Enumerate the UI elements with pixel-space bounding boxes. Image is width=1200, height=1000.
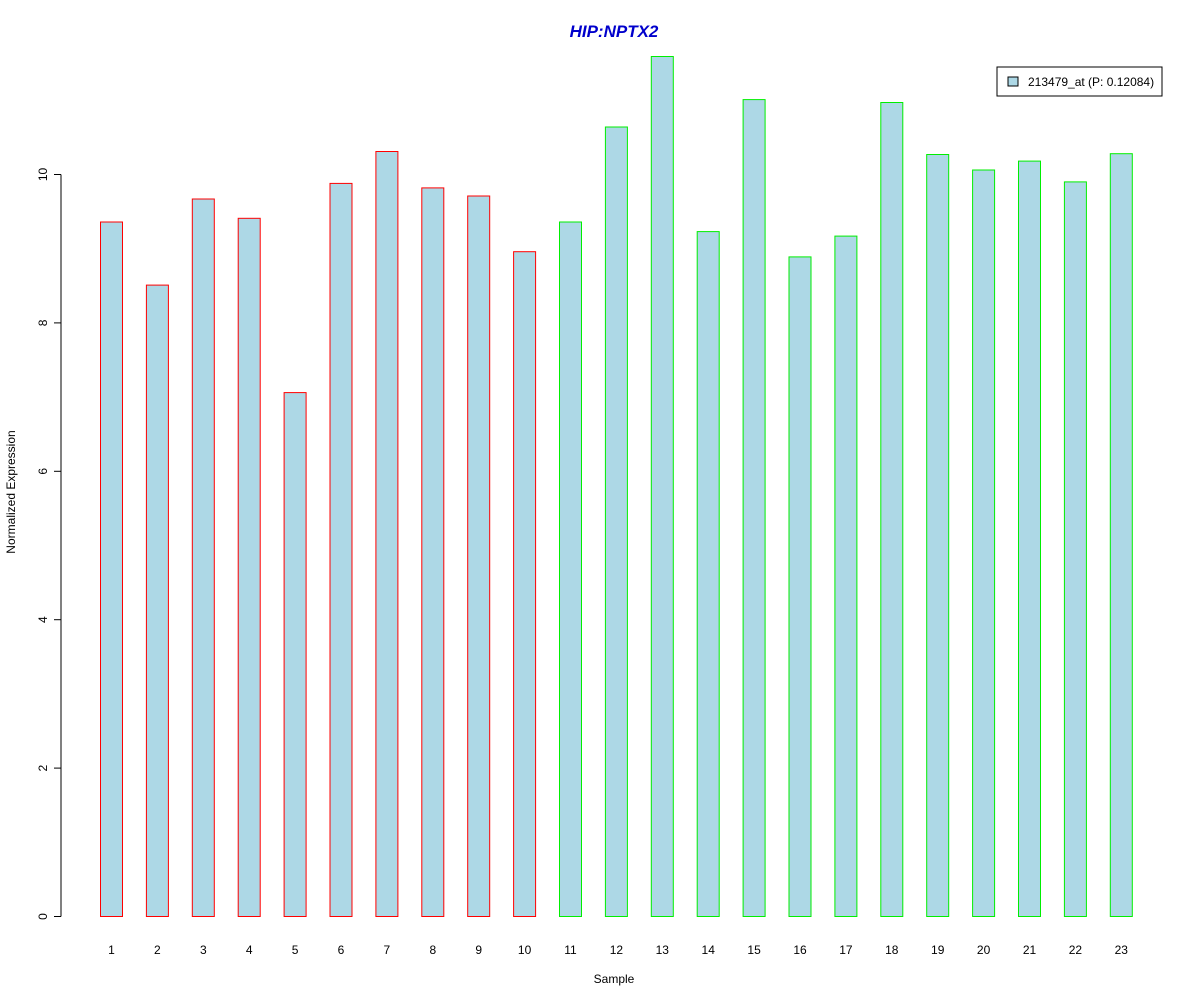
y-tick-label: 6 [36,468,50,475]
y-axis-label: Normalized Expression [4,430,18,553]
x-tick-label: 13 [656,943,670,957]
bar-sample-4 [237,217,261,918]
bar-sample-12 [604,126,628,917]
x-axis-label: Sample [594,972,635,986]
legend-box [996,66,1163,97]
y-tick-label: 4 [36,616,50,623]
bar-series [100,56,1133,918]
bar-sample-20 [972,169,996,917]
legend: 213479_at (P: 0.12084) [996,66,1163,97]
x-tick-label: 14 [702,943,716,957]
bar-sample-8 [421,187,445,917]
x-tick-label: 3 [200,943,207,957]
bar-sample-3 [191,198,215,917]
x-tick-label: 17 [839,943,853,957]
x-tick-labels: 1 2 3 4 5 6 7 8 9 10 11 12 13 14 15 16 17 18 19 20 21 22 23 [108,943,1128,957]
x-tick-label: 23 [1115,943,1129,957]
bar-sample-5 [283,392,307,918]
bar-sample-11 [559,221,582,917]
x-tick-label: 20 [977,943,991,957]
bar-sample-21 [1018,160,1041,918]
x-tick-label: 6 [338,943,345,957]
x-tick-label: 10 [518,943,532,957]
bar-sample-17 [834,235,858,918]
bar-sample-19 [926,154,950,917]
bar-sample-22 [1063,181,1087,917]
y-tick-label: 8 [36,319,50,326]
y-axis: 0 2 4 6 8 10 [36,168,62,920]
bar-sample-2 [145,284,169,918]
bar-sample-13 [650,56,674,917]
bar-sample-16 [788,256,812,917]
bar-sample-9 [467,195,491,917]
x-tick-label: 21 [1023,943,1037,957]
x-tick-label: 22 [1069,943,1083,957]
bar-sample-15 [742,99,766,918]
bar-sample-23 [1109,153,1133,917]
bar-sample-18 [880,102,904,917]
bar-sample-14 [696,231,720,918]
x-tick-label: 18 [885,943,899,957]
bar-sample-7 [375,151,399,917]
x-tick-label: 19 [931,943,945,957]
x-tick-label: 9 [475,943,482,957]
x-tick-label: 12 [610,943,624,957]
x-tick-label: 7 [384,943,391,957]
x-tick-label: 16 [793,943,807,957]
y-tick-label: 0 [36,913,50,920]
x-tick-label: 5 [292,943,299,957]
x-tick-label: 4 [246,943,253,957]
bar-sample-10 [513,251,537,917]
x-tick-label: 1 [108,943,115,957]
y-tick-label: 10 [36,168,50,182]
x-tick-label: 11 [564,943,577,957]
y-tick-label: 2 [36,764,50,771]
x-tick-label: 15 [747,943,761,957]
bar-sample-1 [100,221,123,917]
legend-swatch [1007,76,1019,87]
x-tick-label: 2 [154,943,161,957]
x-tick-label: 8 [429,943,436,957]
legend-label: 213479_at (P: 0.12084) [1028,75,1154,89]
bar-sample-6 [329,182,353,917]
chart-title: HIP:NPTX2 [570,22,659,41]
